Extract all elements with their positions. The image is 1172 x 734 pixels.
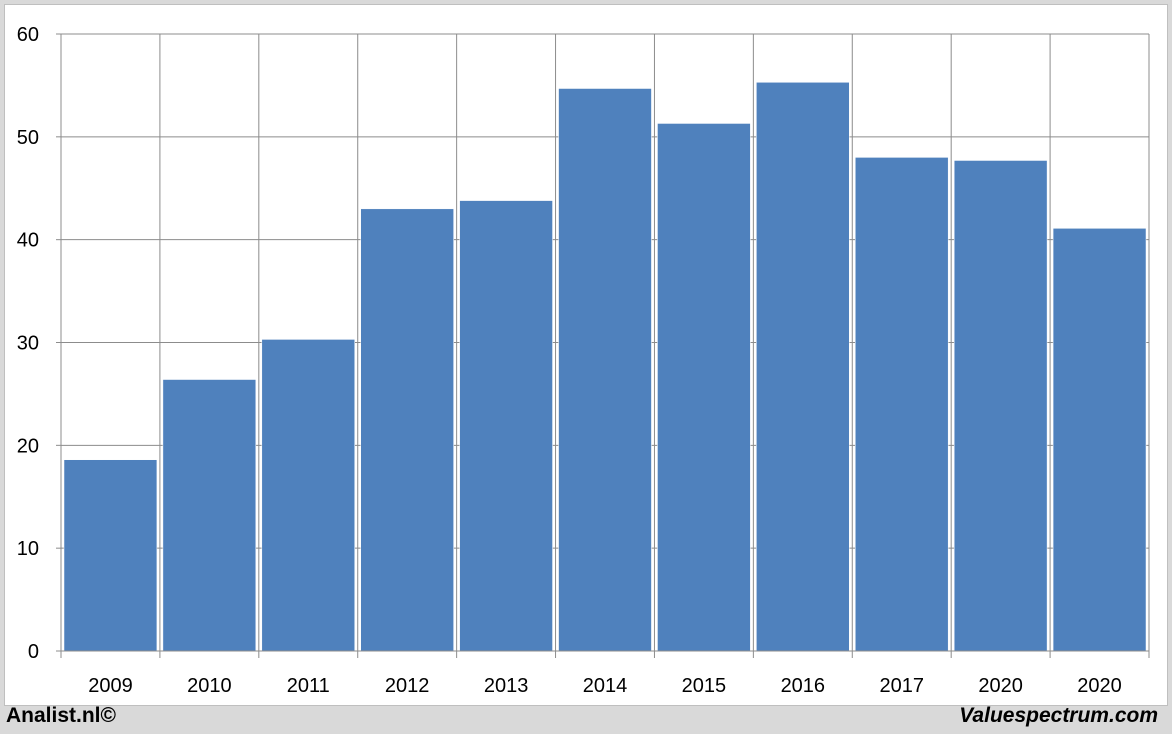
y-tick-label: 10: [17, 538, 39, 560]
bar-3: [360, 208, 454, 652]
x-tick-label: 2014: [583, 675, 628, 697]
bar-1: [162, 379, 257, 652]
x-tick-label: 2020: [978, 675, 1023, 697]
x-tick-label: 2012: [385, 675, 430, 697]
bar-6: [657, 123, 751, 652]
y-axis-ticks: 0 10 20 30 40 50 60: [17, 24, 61, 663]
x-tick-label: 2017: [879, 675, 924, 697]
bar-5: [558, 88, 652, 652]
bar-10: [1052, 228, 1147, 652]
x-tick-label: 2010: [187, 675, 232, 697]
y-tick-label: 40: [17, 230, 39, 252]
y-tick-label: 50: [17, 127, 39, 149]
x-tick-label: 2015: [682, 675, 727, 697]
bar-9: [953, 160, 1048, 652]
y-tick-label: 0: [28, 641, 39, 663]
x-tick-label: 2020: [1077, 675, 1122, 697]
bar-7: [756, 82, 850, 652]
bar-0: [63, 459, 158, 652]
x-tick-label: 2011: [287, 675, 330, 697]
y-tick-label: 30: [17, 333, 39, 355]
y-tick-label: 60: [17, 24, 39, 46]
footer-source-left: Analist.nl©: [6, 704, 116, 727]
bar-4: [459, 200, 553, 652]
x-tick-label: 2013: [484, 675, 529, 697]
bar-8: [855, 157, 949, 652]
bars: [63, 82, 1147, 652]
x-tick-label: 2009: [88, 675, 133, 697]
y-tick-label: 20: [17, 435, 39, 457]
x-tick-label: 2016: [781, 675, 826, 697]
bar-2: [261, 339, 355, 652]
x-axis-ticks: 2009 2010 2011 2012 2013 2014 2015 2016 2017 2020…: [60, 651, 1150, 697]
footer-source-right: Valuespectrum.com: [959, 704, 1158, 727]
